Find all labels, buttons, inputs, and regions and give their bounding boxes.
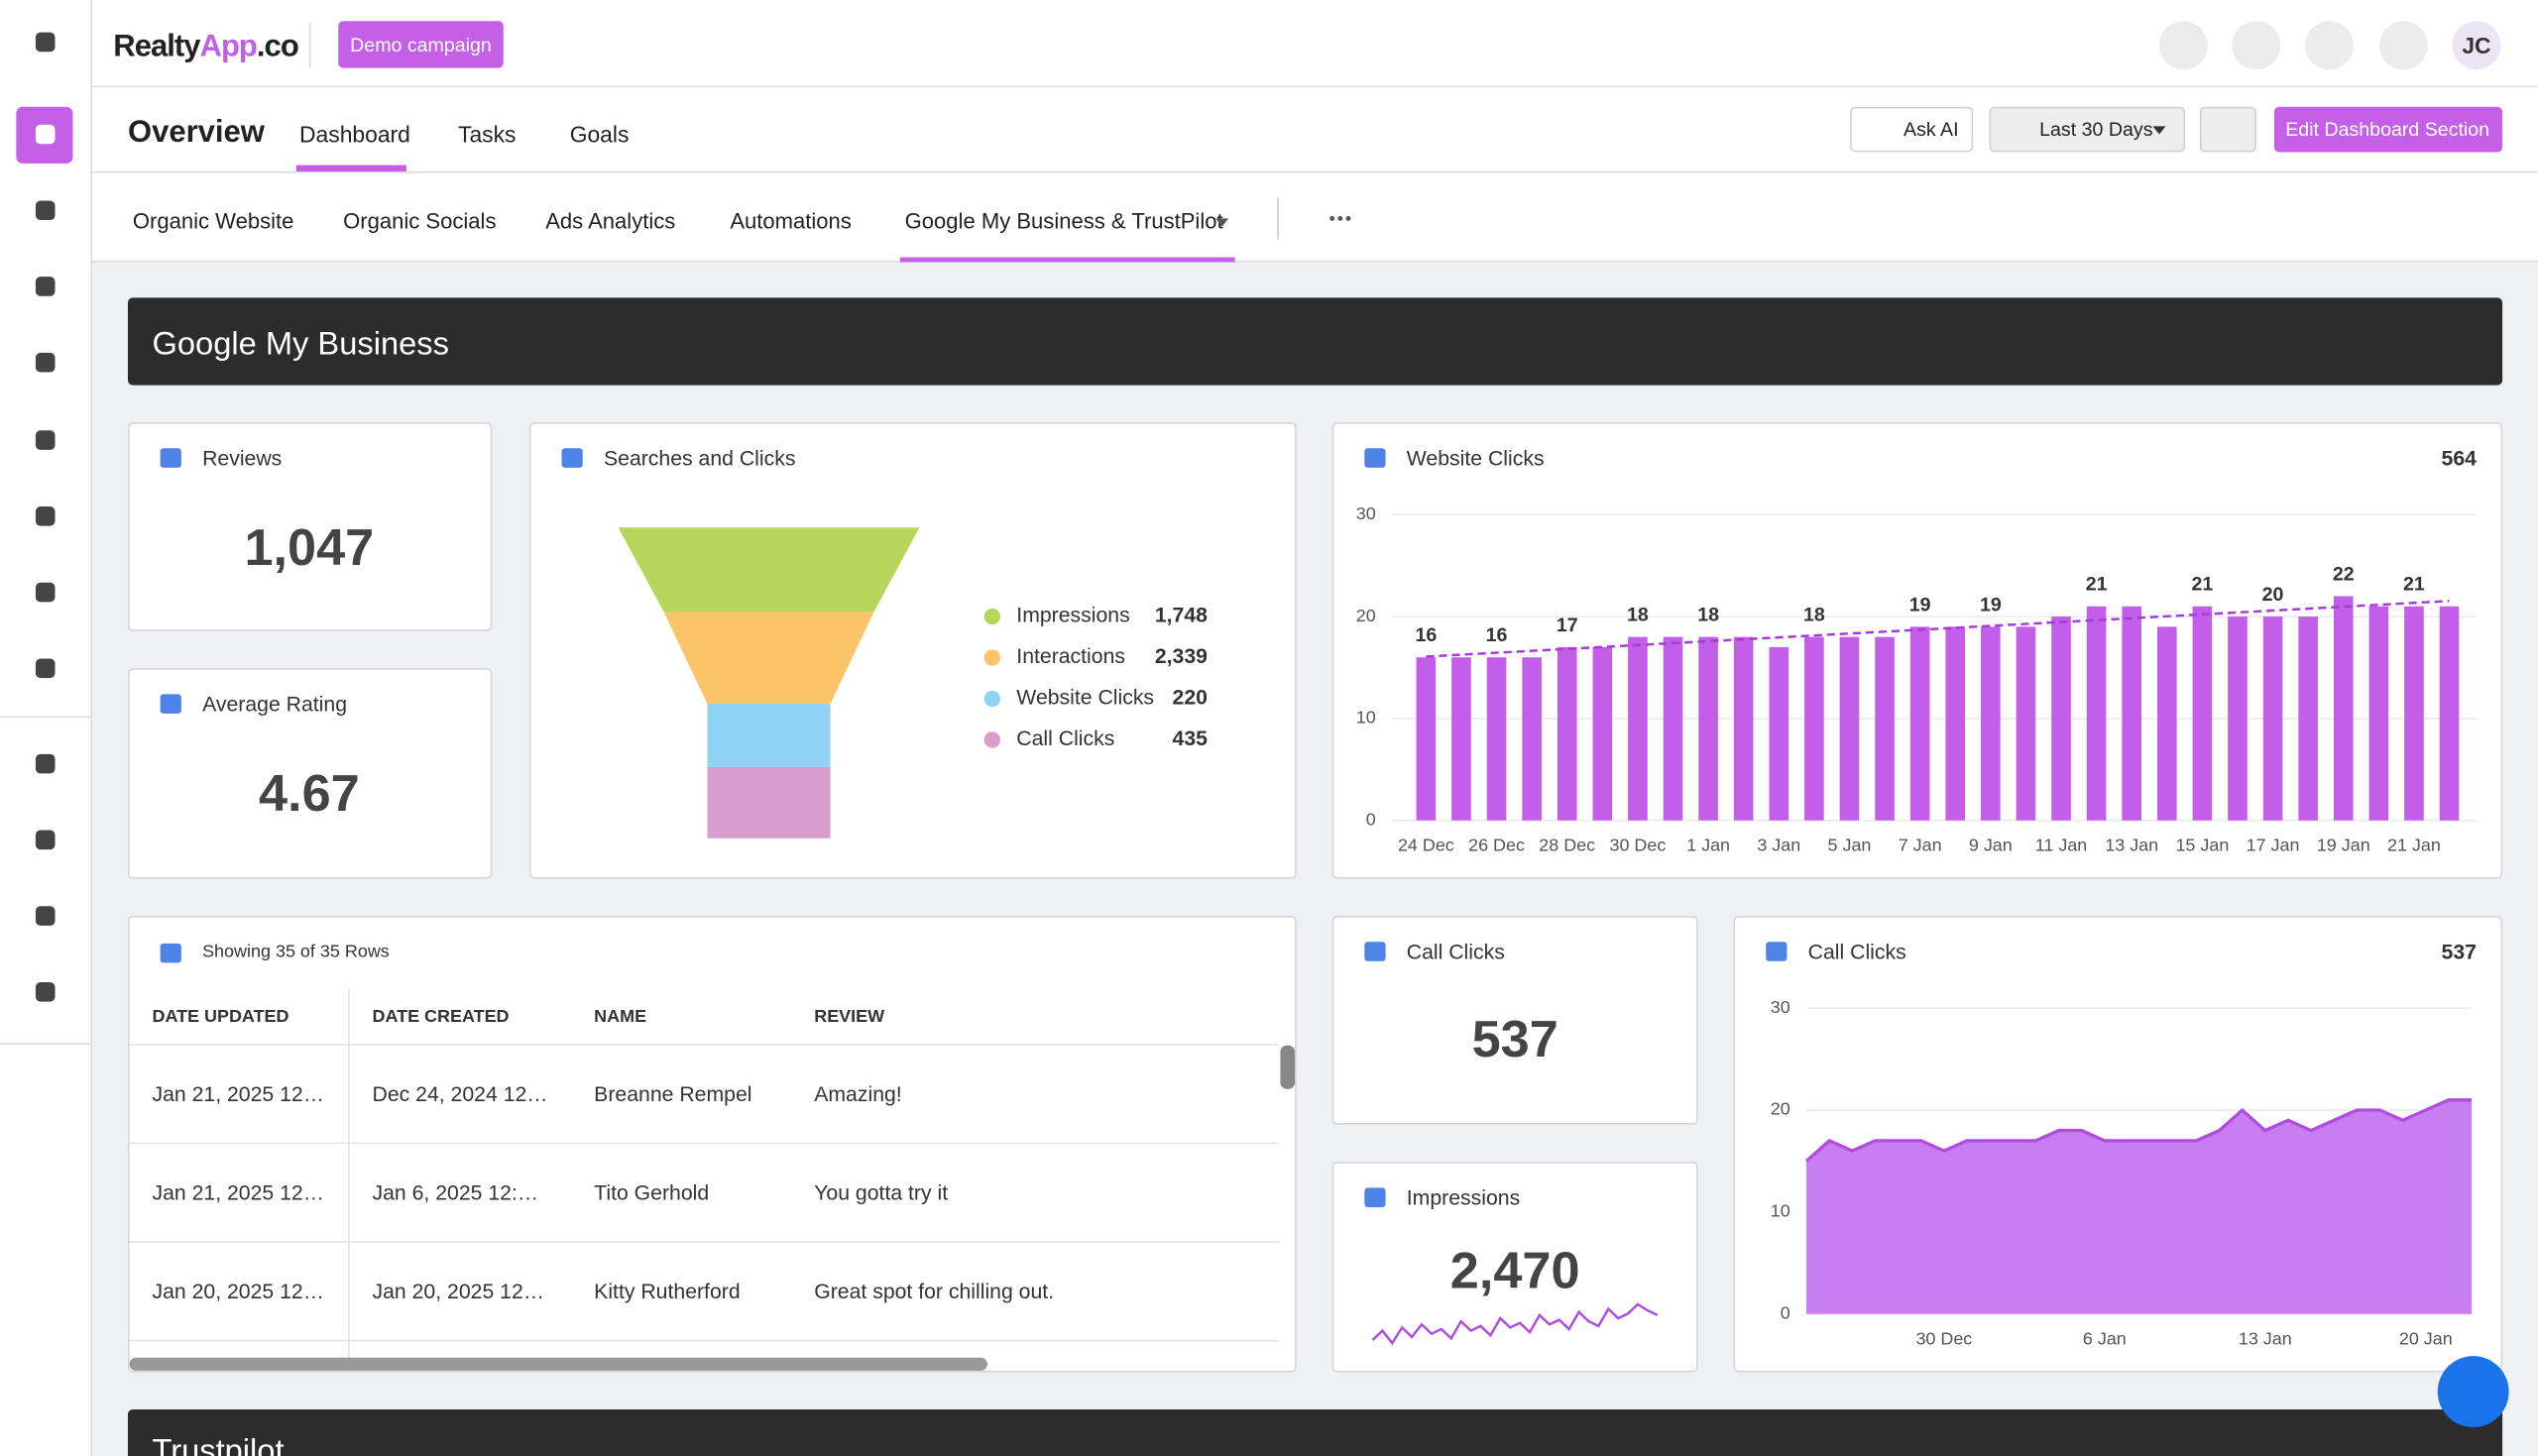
table-cell: Jan 20, 2025 12… bbox=[372, 1279, 544, 1304]
subtab[interactable]: Organic Website bbox=[132, 209, 294, 234]
top-icon-button[interactable] bbox=[2378, 21, 2428, 70]
edit-button[interactable] bbox=[2273, 106, 2503, 153]
nav-tab[interactable]: Tasks bbox=[458, 121, 517, 148]
range-label[interactable]: Last 30 Days bbox=[2039, 118, 2153, 142]
card-value: 1,047 bbox=[244, 517, 375, 577]
table-cell: Great spot for chilling out. bbox=[814, 1279, 1055, 1304]
nav-tab[interactable]: Dashboard bbox=[299, 121, 410, 148]
nav-tab[interactable]: Goals bbox=[569, 121, 630, 148]
section-title: Trustpilot bbox=[152, 1433, 285, 1456]
row-divider bbox=[129, 1142, 1279, 1145]
top-icon-button[interactable] bbox=[2304, 21, 2354, 70]
avatar[interactable] bbox=[2452, 21, 2501, 70]
column-header: DATE CREATED bbox=[372, 1007, 510, 1027]
gmb-icon bbox=[160, 448, 181, 468]
logo[interactable]: RealtyApp.co bbox=[113, 32, 298, 62]
ask-ai-button[interactable] bbox=[1850, 106, 1974, 153]
logo-part: App bbox=[199, 30, 258, 64]
table-caption: Showing 35 of 35 Rows bbox=[202, 943, 390, 962]
gmb-icon bbox=[1364, 1187, 1386, 1207]
chart-title: Website Clicks bbox=[1406, 445, 1545, 471]
card-value: 2,470 bbox=[1449, 1241, 1580, 1300]
card-value: 4.67 bbox=[258, 763, 360, 823]
card bbox=[127, 668, 493, 879]
logo-divider bbox=[308, 22, 311, 68]
table-cell: Kitty Rutherford bbox=[594, 1279, 741, 1304]
gmb-icon bbox=[160, 943, 181, 963]
table-cell: Jan 6, 2025 12:… bbox=[372, 1180, 539, 1205]
h-scrollbar[interactable] bbox=[129, 1357, 987, 1371]
tab-underline bbox=[295, 165, 406, 172]
column-divider bbox=[348, 988, 350, 1360]
subtab-divider bbox=[1277, 197, 1279, 240]
top-icon-button[interactable] bbox=[2158, 21, 2208, 70]
subtab[interactable]: Ads Analytics bbox=[545, 209, 676, 234]
sidebar bbox=[0, 0, 93, 1456]
table-cell: Tito Gerhold bbox=[594, 1180, 710, 1205]
column-header: DATE UPDATED bbox=[152, 1007, 289, 1027]
chart-title: Searches and Clicks bbox=[603, 445, 796, 471]
campaign-label[interactable]: Demo campaign bbox=[350, 34, 492, 57]
table-cell: You gotta try it bbox=[814, 1180, 949, 1205]
top-icon-button[interactable] bbox=[2232, 21, 2281, 70]
card-title: Reviews bbox=[202, 445, 283, 471]
table-cell: Breanne Rempel bbox=[594, 1081, 752, 1106]
column-header: REVIEW bbox=[814, 1007, 885, 1027]
subtab-bar bbox=[92, 172, 2538, 263]
card-title: Average Rating bbox=[202, 691, 347, 717]
edit-label[interactable]: Edit Dashboard Section bbox=[2285, 118, 2490, 142]
subtab-underline bbox=[899, 257, 1235, 263]
card-title: Impressions bbox=[1406, 1184, 1521, 1210]
table-cell: Jan 21, 2025 12… bbox=[152, 1180, 324, 1205]
card bbox=[1331, 422, 2503, 879]
logo-part: Realty bbox=[113, 30, 200, 64]
row-divider bbox=[129, 1339, 1279, 1342]
card-value: 537 bbox=[1471, 1009, 1558, 1068]
ask-ai-label[interactable]: Ask AI bbox=[1903, 118, 1959, 142]
subtab[interactable]: Google My Business & TrustPilot bbox=[904, 209, 1223, 234]
v-scrollbar[interactable] bbox=[1280, 1045, 1296, 1089]
table-cell: Jan 21, 2025 12… bbox=[152, 1081, 324, 1106]
row-divider bbox=[129, 1241, 1279, 1243]
gmb-icon bbox=[1364, 448, 1386, 468]
section-title: Google My Business bbox=[152, 326, 449, 363]
card-title: Call Clicks bbox=[1406, 939, 1505, 964]
section-header bbox=[127, 1409, 2503, 1456]
card bbox=[528, 422, 1297, 879]
gmb-icon bbox=[561, 448, 583, 468]
gmb-icon bbox=[1766, 942, 1788, 961]
avatar-initials: JC bbox=[2462, 32, 2491, 58]
table-cell: Amazing! bbox=[814, 1081, 902, 1106]
section-header bbox=[127, 297, 2503, 386]
card bbox=[1733, 916, 2503, 1373]
card bbox=[127, 422, 493, 631]
share-button[interactable] bbox=[2199, 106, 2256, 153]
chart-title: Call Clicks bbox=[1807, 939, 1906, 964]
chart-total: 564 bbox=[2441, 445, 2477, 471]
gmb-icon bbox=[160, 694, 181, 714]
range-button[interactable] bbox=[1989, 106, 2186, 153]
chat-button[interactable] bbox=[2437, 1356, 2509, 1427]
chart-total: 537 bbox=[2441, 939, 2477, 964]
logo-part: .co bbox=[256, 30, 299, 64]
page-title: Overview bbox=[127, 115, 265, 151]
campaign-button[interactable] bbox=[338, 21, 504, 68]
table-cell: Jan 20, 2025 12… bbox=[152, 1279, 324, 1304]
column-header: NAME bbox=[594, 1007, 647, 1027]
subtab[interactable]: Organic Socials bbox=[343, 209, 497, 234]
subtab[interactable]: Automations bbox=[730, 209, 852, 234]
table-cell: Dec 24, 2024 12… bbox=[372, 1081, 548, 1106]
gmb-icon bbox=[1364, 942, 1386, 961]
card bbox=[1331, 916, 1698, 1125]
row-divider bbox=[129, 1044, 1279, 1046]
